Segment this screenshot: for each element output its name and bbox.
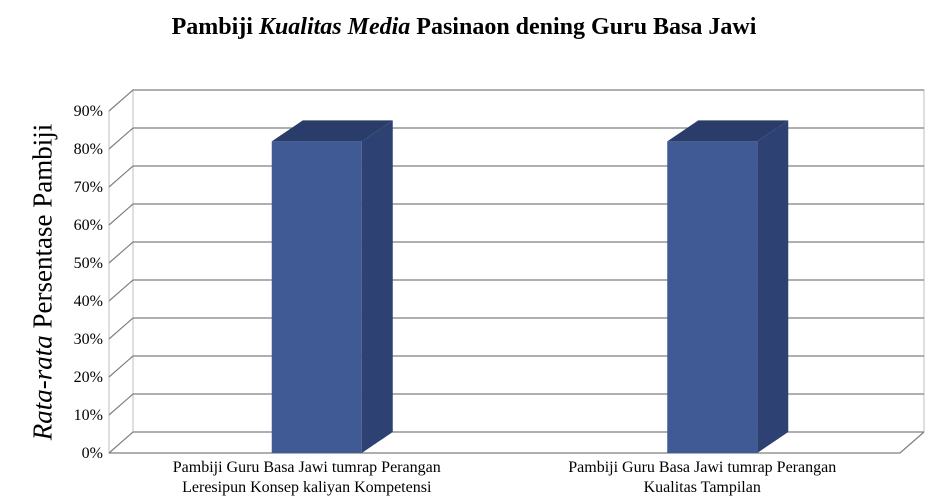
gridline [108, 241, 924, 264]
gridline [108, 355, 924, 378]
x-category-label-line: Pambiji Guru Basa Jawi tumrap Perangan [568, 459, 836, 476]
chart-title: Pambiji Kualitas Media Pasinaon dening G… [0, 14, 928, 41]
back-wall [132, 89, 925, 433]
x-category-label: Pambiji Guru Basa Jawi tumrap Perangan Ku… [568, 459, 836, 496]
y-tick-label: 70% [74, 179, 103, 196]
x-category-label-line: Leresipun Konsep kaliyan Kompetensi [182, 479, 432, 496]
y-tick-label: 30% [74, 331, 103, 348]
bar-top [271, 120, 393, 142]
y-tick-label: 0% [82, 445, 103, 462]
bar-front [271, 141, 362, 453]
y-tick-label: 20% [74, 369, 103, 386]
y-tick-label: 40% [74, 293, 103, 310]
x-category-label-line: Kualitas Tampilan [644, 479, 761, 496]
y-tick-label: 90% [74, 103, 103, 120]
y-tick-label: 80% [74, 141, 103, 158]
gridline [108, 317, 924, 340]
side-wall [108, 88, 134, 455]
gridline [108, 89, 924, 112]
y-tick-label: 60% [74, 217, 103, 234]
title-part: Pasinaon dening Guru Basa Jawi [410, 14, 757, 40]
floor-edge [109, 431, 925, 454]
y-tick-label: 50% [74, 255, 103, 272]
gridline [108, 127, 924, 150]
gridline [108, 393, 924, 416]
bar-top [667, 120, 789, 142]
x-category-label: Pambiji Guru Basa Jawi tumrap Perangan Le… [173, 459, 441, 496]
gridline [108, 279, 924, 302]
gridline [108, 431, 924, 454]
bar-side [361, 120, 393, 454]
gridline [108, 203, 924, 226]
gridline [108, 165, 924, 188]
bar-side [757, 120, 789, 454]
y-tick-label: 10% [74, 407, 103, 424]
x-category-label-line: Pambiji Guru Basa Jawi tumrap Perangan [173, 459, 441, 476]
title-part: Kualitas Media [258, 14, 411, 40]
title-part: Pambiji [171, 14, 259, 40]
bar-front [667, 141, 758, 453]
